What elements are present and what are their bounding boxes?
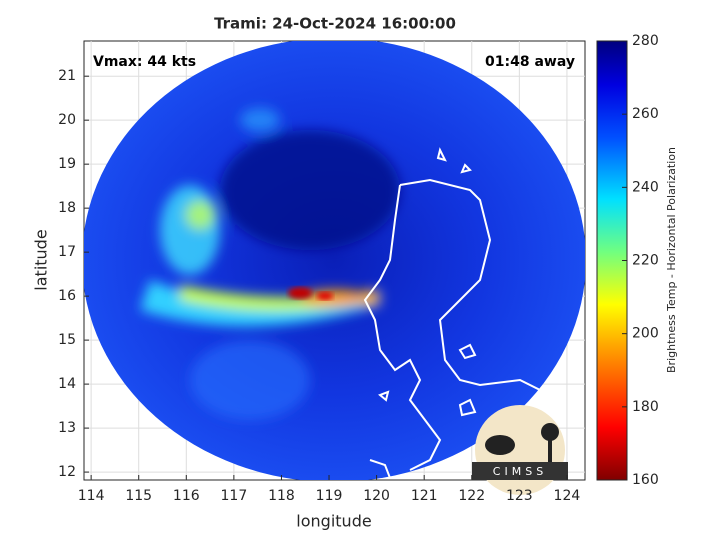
x-tick-label: 124 xyxy=(554,488,581,504)
colorbar-tick-label: 200 xyxy=(632,326,659,342)
x-tick-label: 116 xyxy=(173,488,200,504)
y-tick-label: 21 xyxy=(58,68,76,84)
x-tick-label: 121 xyxy=(411,488,438,504)
y-tick-label: 20 xyxy=(58,112,76,128)
y-axis-label: latitude xyxy=(32,229,51,290)
colorbar-tick-label: 280 xyxy=(632,33,659,49)
x-tick-label: 119 xyxy=(316,488,343,504)
x-tick-label: 117 xyxy=(221,488,248,504)
y-tick-label: 15 xyxy=(58,332,76,348)
annotation: 01:48 away xyxy=(485,54,575,70)
x-tick-label: 123 xyxy=(506,488,533,504)
y-tick-label: 13 xyxy=(58,420,76,436)
cimss-logo: CIMSS xyxy=(472,405,568,495)
colorbar-tick-label: 160 xyxy=(632,472,659,488)
x-tick-label: 115 xyxy=(125,488,152,504)
colorbar-label: Brightness Temp - Horizontal Polarizatio… xyxy=(665,147,678,373)
colorbar-tick-label: 260 xyxy=(632,106,659,122)
annotation: Vmax: 44 kts xyxy=(93,54,196,70)
y-tick-label: 18 xyxy=(58,200,76,216)
colorbar-tick-label: 240 xyxy=(632,179,659,195)
x-tick-label: 114 xyxy=(78,488,105,504)
x-axis-label: longitude xyxy=(296,512,371,531)
satellite-image xyxy=(84,41,585,480)
logo-text: CIMSS xyxy=(493,465,547,478)
colorbar-tick-label: 220 xyxy=(632,253,659,269)
y-tick-label: 19 xyxy=(58,156,76,172)
x-tick-label: 120 xyxy=(363,488,390,504)
y-tick-label: 17 xyxy=(58,244,76,260)
y-tick-label: 12 xyxy=(58,464,76,480)
y-tick-label: 16 xyxy=(58,288,76,304)
x-tick-label: 122 xyxy=(458,488,485,504)
x-tick-label: 118 xyxy=(268,488,295,504)
y-tick-label: 14 xyxy=(58,376,76,392)
chart-title: Trami: 24-Oct-2024 16:00:00 xyxy=(214,15,456,33)
colorbar-tick-label: 180 xyxy=(632,399,659,415)
